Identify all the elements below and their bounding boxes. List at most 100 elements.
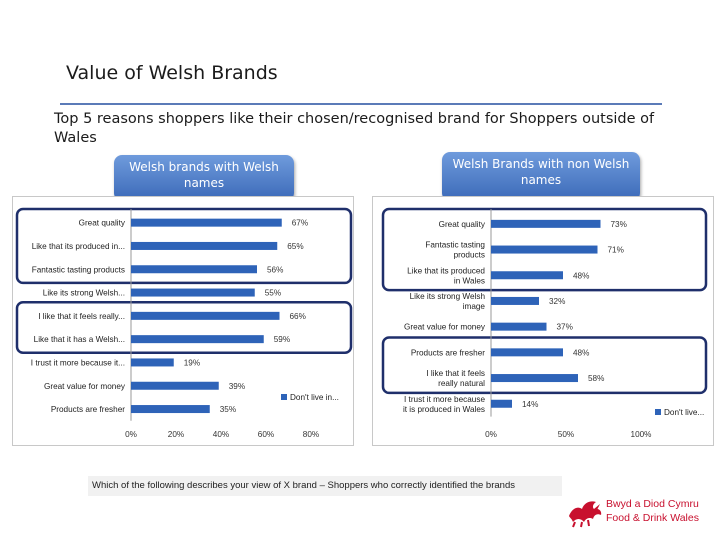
category-label-line: I like that it feels really... bbox=[38, 312, 125, 321]
right-bar-chart: Great quality 73% Fantastic tasting product… bbox=[381, 207, 708, 439]
category-label-0-1: Like that its produced in... bbox=[32, 242, 125, 251]
category-label-line: Products are fresher bbox=[411, 348, 485, 357]
category-label-line: Like that it has a Welsh... bbox=[34, 335, 125, 344]
logo-english-name: Food & Drink Wales bbox=[606, 512, 699, 524]
footnote: Which of the following describes your vi… bbox=[88, 476, 562, 496]
page-subtitle: Top 5 reasons shoppers like their chosen… bbox=[54, 111, 655, 146]
bar-0-6 bbox=[131, 358, 174, 367]
category-label-1-6: I like that it feels really natural bbox=[426, 369, 485, 388]
category-label-line: Like that its produced bbox=[407, 266, 485, 275]
bar-0-1 bbox=[131, 241, 278, 250]
x-tick-1-0: 0% bbox=[485, 430, 497, 439]
category-label-1-7: I trust it more because it is produced in… bbox=[403, 395, 486, 414]
data-label-0-5: 59% bbox=[274, 335, 290, 344]
data-label-0-0: 67% bbox=[292, 219, 308, 228]
data-label-1-4: 37% bbox=[557, 323, 573, 332]
category-label-line: Fantastic tasting products bbox=[32, 265, 125, 274]
data-label-1-6: 58% bbox=[588, 374, 604, 383]
category-label-line: really natural bbox=[438, 379, 485, 388]
data-label-1-7: 14% bbox=[522, 400, 538, 409]
category-label-line: Great value for money bbox=[404, 323, 486, 332]
x-tick-0-3: 60% bbox=[258, 430, 274, 439]
bar-1-4 bbox=[491, 322, 547, 331]
data-label-1-2: 48% bbox=[573, 271, 589, 280]
bar-1-2 bbox=[491, 271, 563, 280]
category-label-1-4: Great value for money bbox=[404, 323, 486, 332]
category-label-line: Like that its produced in... bbox=[32, 242, 125, 251]
category-label-line: I trust it more because it... bbox=[31, 358, 125, 367]
logo-welsh-name: Bwyd a Diod Cymru bbox=[606, 498, 699, 510]
bar-1-3 bbox=[491, 296, 539, 305]
category-label-line: Great quality bbox=[79, 219, 126, 228]
bar-0-0 bbox=[131, 218, 282, 227]
category-label-line: Great quality bbox=[439, 220, 486, 229]
data-label-0-8: 35% bbox=[220, 405, 236, 414]
bar-0-4 bbox=[131, 311, 280, 320]
x-tick-0-0: 0% bbox=[125, 430, 137, 439]
bar-0-5 bbox=[131, 335, 264, 344]
category-label-1-0: Great quality bbox=[439, 220, 486, 229]
category-label-1-5: Products are fresher bbox=[411, 348, 485, 357]
bar-0-8 bbox=[131, 405, 210, 414]
category-label-line: Like its strong Welsh bbox=[410, 292, 486, 301]
bar-1-5 bbox=[491, 348, 563, 357]
bar-0-2 bbox=[131, 265, 257, 274]
category-label-line: Like its strong Welsh... bbox=[43, 289, 125, 298]
x-tick-1-2: 100% bbox=[631, 430, 652, 439]
highlight-box-0-0 bbox=[15, 207, 353, 285]
data-label-1-1: 71% bbox=[608, 246, 624, 255]
data-label-0-2: 56% bbox=[267, 265, 283, 274]
bar-1-7 bbox=[491, 399, 512, 408]
category-label-line: it is produced in Wales bbox=[403, 405, 485, 414]
bar-1-0 bbox=[491, 219, 601, 228]
title-divider bbox=[60, 103, 662, 105]
page-title: Value of Welsh Brands bbox=[66, 62, 278, 84]
highlight-box-1-1 bbox=[381, 336, 708, 395]
highlight-box-0-1 bbox=[15, 300, 353, 355]
category-label-line: Fantastic tasting bbox=[425, 241, 485, 250]
category-label-line: image bbox=[463, 302, 486, 311]
category-label-0-0: Great quality bbox=[79, 219, 126, 228]
legend-swatch-0 bbox=[281, 394, 287, 400]
category-label-0-3: Like its strong Welsh... bbox=[43, 289, 125, 298]
data-label-1-3: 32% bbox=[549, 297, 565, 306]
highlight-box-1-0 bbox=[381, 207, 708, 292]
category-label-1-1: Fantastic tasting products bbox=[425, 241, 485, 260]
right-chart-panel: Great quality 73% Fantastic tasting product… bbox=[372, 196, 714, 446]
x-tick-1-1: 50% bbox=[558, 430, 574, 439]
logo-text: Bwyd a Diod Cymru Food & Drink Wales bbox=[606, 497, 699, 525]
legend-swatch-1 bbox=[655, 409, 661, 415]
data-label-0-3: 55% bbox=[265, 289, 281, 298]
category-label-0-6: I trust it more because it... bbox=[31, 358, 125, 367]
left-bar-chart: Great quality 67% Like that its produced i… bbox=[15, 207, 353, 439]
category-label-line: products bbox=[454, 251, 485, 260]
x-tick-0-2: 40% bbox=[213, 430, 229, 439]
data-label-0-7: 39% bbox=[229, 382, 245, 391]
category-label-line: I trust it more because bbox=[404, 395, 485, 404]
category-label-0-7: Great value for money bbox=[44, 382, 126, 391]
x-tick-0-1: 20% bbox=[168, 430, 184, 439]
legend-label-0: Don't live in... bbox=[290, 393, 339, 402]
welsh-dragon-icon bbox=[569, 501, 602, 528]
category-label-0-8: Products are fresher bbox=[51, 405, 125, 414]
left-chart-header: Welsh brands with Welsh names bbox=[114, 155, 294, 201]
data-label-1-0: 73% bbox=[611, 220, 627, 229]
data-label-1-5: 48% bbox=[573, 348, 589, 357]
data-label-0-1: 65% bbox=[287, 242, 303, 251]
data-label-0-4: 66% bbox=[290, 312, 306, 321]
bar-1-6 bbox=[491, 374, 578, 383]
category-label-line: I like that it feels bbox=[426, 369, 485, 378]
category-label-line: Great value for money bbox=[44, 382, 126, 391]
bar-1-1 bbox=[491, 245, 598, 254]
bar-0-3 bbox=[131, 288, 255, 297]
category-label-0-2: Fantastic tasting products bbox=[32, 265, 125, 274]
legend-label-1: Don't live... bbox=[664, 408, 704, 417]
food-drink-wales-logo: Bwyd a Diod Cymru Food & Drink Wales bbox=[566, 494, 716, 530]
category-label-0-5: Like that it has a Welsh... bbox=[34, 335, 125, 344]
category-label-line: Products are fresher bbox=[51, 405, 125, 414]
category-label-line: in Wales bbox=[454, 276, 485, 285]
x-tick-0-4: 80% bbox=[303, 430, 319, 439]
right-chart-header: Welsh Brands with non Welsh names bbox=[442, 152, 640, 201]
category-label-0-4: I like that it feels really... bbox=[38, 312, 125, 321]
left-chart-panel: Great quality 67% Like that its produced i… bbox=[12, 196, 354, 446]
